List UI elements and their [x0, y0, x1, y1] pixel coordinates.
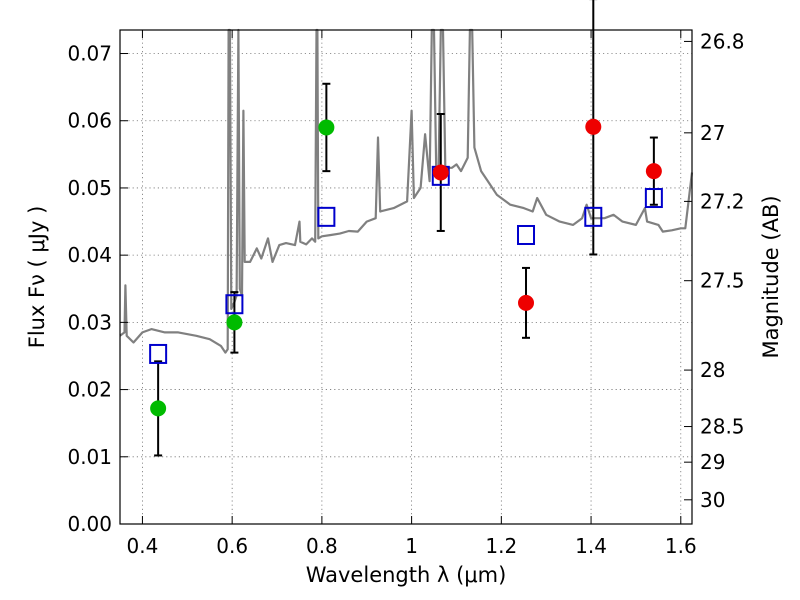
observed-point [518, 294, 535, 311]
y2-tick-label: 28 [700, 358, 725, 382]
y-tick-label: 0.07 [67, 42, 112, 66]
observed-point [226, 314, 243, 331]
model-box-point [644, 188, 663, 209]
y2-tick-label: 28.5 [700, 415, 745, 439]
y-tick-label: 0.01 [67, 445, 112, 469]
model-box-series [149, 165, 663, 364]
y2-tick-label: 30 [700, 488, 725, 512]
plot-frame [119, 29, 693, 525]
y2-axis-ticks: 26.8 27 27.2 27.5 28 28.5 29 30 [684, 29, 745, 512]
model-box-point [517, 224, 536, 245]
y-tick-label: 0.05 [67, 176, 112, 200]
y2-axis-label: Magnitude (AB) [759, 195, 783, 358]
grid-lines [120, 30, 692, 525]
y2-tick-label: 27.5 [700, 269, 745, 293]
x-tick-label: 1 [405, 534, 418, 558]
observed-point [150, 400, 167, 417]
y-tick-label: 0.04 [67, 243, 112, 267]
x-tick-label: 1.2 [485, 534, 517, 558]
spectrum-line [119, 28, 694, 354]
y2-tick-label: 27 [700, 121, 725, 145]
y-axis-label: Flux Fν ( μJy ) [25, 206, 49, 349]
x-tick-label: 0.6 [216, 534, 248, 558]
observed-point [585, 118, 602, 135]
model-box-point [317, 206, 336, 227]
x-tick-label: 1.6 [665, 534, 697, 558]
x-tick-label: 0.4 [127, 534, 159, 558]
y2-tick-label: 26.8 [700, 29, 745, 53]
y2-tick-label: 29 [700, 450, 725, 474]
observed-point-series [150, 118, 662, 417]
x-axis-ticks: 0.4 0.6 0.8 1 1.2 1.4 1.6 [127, 30, 697, 558]
x-tick-label: 0.8 [306, 534, 338, 558]
observed-point [318, 119, 335, 136]
x-axis-label: Wavelength λ (μm) [306, 563, 507, 587]
y-tick-label: 0.03 [67, 310, 112, 334]
y-tick-label: 0.02 [67, 378, 112, 402]
model-box-point [225, 294, 244, 315]
model-box-point [149, 343, 168, 364]
observed-point [432, 164, 449, 181]
y-tick-label: 0.06 [67, 109, 112, 133]
x-tick-label: 1.4 [575, 534, 607, 558]
spectrum-series [119, 28, 694, 354]
y2-tick-label: 27.2 [700, 189, 745, 213]
y-axis-ticks: 0.00 0.01 0.02 0.03 0.04 0.05 0.06 0.07 [67, 42, 128, 536]
observed-point [645, 163, 662, 180]
model-box-point [584, 206, 603, 227]
y-tick-label: 0.00 [67, 512, 112, 536]
